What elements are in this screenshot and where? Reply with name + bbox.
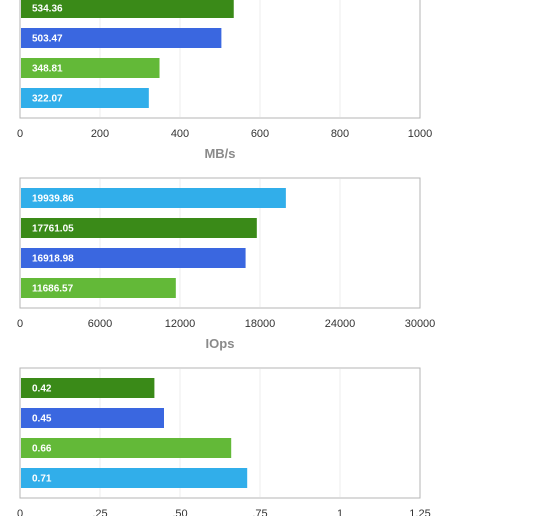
x-tick-label: 1 [337, 508, 343, 516]
bar-value-label: 0.42 [32, 384, 52, 395]
x-tick-label: 0 [17, 508, 23, 516]
bar [21, 408, 164, 428]
x-tick-label: 1.25 [409, 508, 430, 516]
x-tick-label: 30000 [405, 318, 436, 330]
bar [21, 218, 257, 238]
bar-value-label: 0.71 [32, 474, 52, 485]
bar [21, 248, 246, 268]
bar [21, 378, 155, 398]
x-tick-label: 400 [171, 128, 189, 140]
x-tick-label: 600 [251, 128, 269, 140]
chart-1: 534.36 503.47 348.81 322.07 0 200 400 600 800 100… [17, 0, 432, 161]
bar-value-label: 322.07 [32, 94, 63, 105]
x-tick-label: 6000 [88, 318, 112, 330]
chart-3: 0.42 0.45 0.66 0.71 0 .25 .50 .75 1 1.25 [17, 367, 431, 516]
x-tick-label: .50 [172, 508, 187, 516]
x-axis-label: MB/s [204, 146, 235, 161]
x-tick-label: 24000 [325, 318, 356, 330]
x-tick-label: 800 [331, 128, 349, 140]
x-tick-label: 200 [91, 128, 109, 140]
bar [21, 28, 222, 48]
x-tick-label: .75 [252, 508, 267, 516]
x-axis-label: IOps [206, 336, 235, 351]
bar-value-label: 19939.86 [32, 194, 74, 205]
bar [21, 438, 232, 458]
x-tick-label: 0 [17, 318, 23, 330]
bar-value-label: 17761.05 [32, 224, 74, 235]
bar-value-label: 11686.57 [32, 284, 74, 295]
bar [21, 468, 248, 488]
x-tick-label: .25 [92, 508, 107, 516]
bar [21, 0, 234, 18]
bar-value-label: 534.36 [32, 4, 63, 15]
bar-value-label: 348.81 [32, 64, 63, 75]
bar [21, 88, 149, 108]
chart-2: 19939.86 17761.05 16918.98 11686.57 0 6000 120… [17, 177, 436, 351]
bar [21, 188, 286, 208]
bar-value-label: 0.66 [32, 444, 52, 455]
x-tick-label: 12000 [165, 318, 196, 330]
x-tick-label: 1000 [408, 128, 432, 140]
bar [21, 58, 160, 78]
x-tick-label: 18000 [245, 318, 276, 330]
bar-value-label: 16918.98 [32, 254, 74, 265]
x-tick-label: 0 [17, 128, 23, 140]
bar-value-label: 503.47 [32, 34, 63, 45]
bar [21, 278, 176, 298]
bar-value-label: 0.45 [32, 414, 52, 425]
